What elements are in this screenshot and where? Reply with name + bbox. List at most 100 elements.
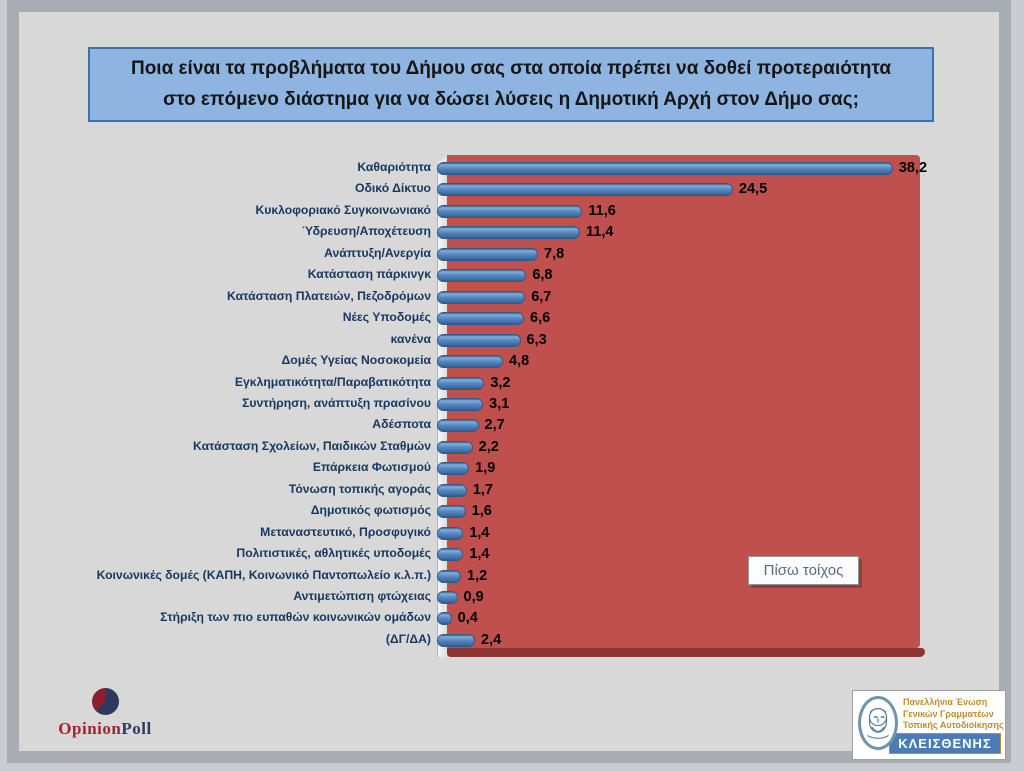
category-label: Ύδρευση/Αποχέτευση — [301, 224, 431, 239]
value-label: 1,4 — [469, 524, 490, 541]
category-label: Αντιμετώπιση φτώχειας — [293, 589, 431, 603]
kleisthenis-association-lines: Πανελλήνια Ένωση Γενικών Γραμματέων Τοπι… — [903, 697, 1004, 732]
category-label: Καθαριότητα — [357, 160, 431, 174]
bar[interactable] — [437, 612, 452, 626]
bar-row: Κατάσταση πάρκινγκ 6,8 — [19, 265, 999, 286]
bar[interactable] — [437, 226, 581, 240]
category-label: Συντήρηση, ανάπτυξη πρασίνου — [242, 395, 431, 410]
bar[interactable] — [437, 591, 458, 604]
opinionpoll-wordmark: OpinionPoll — [49, 719, 161, 739]
bar-row: Κοινωνικές δομές (ΚΑΠΗ, Κοινωνικό Παντοπ… — [19, 566, 999, 587]
bar-rows: Καθαριότητα 38,2 Οδικό Δίκτυο 24,5 Κυκλο… — [19, 158, 999, 653]
poll-word: Poll — [121, 719, 152, 738]
bar[interactable] — [437, 355, 504, 369]
bar-row: Μεταναστευτικό, Προσφυγικό 1,4 — [19, 523, 999, 544]
bar-row: Καθαριότητα 38,2 — [19, 158, 999, 179]
bar-row: Επάρκεια Φωτισμού 1,9 — [19, 458, 999, 479]
value-label: 38,2 — [898, 160, 928, 176]
category-label: κανένα — [390, 331, 431, 346]
category-label: Κατάσταση Σχολείων, Παιδικών Σταθμών — [193, 438, 431, 453]
bar-row: Κατάσταση Πλατειών, Πεζοδρόμων 6,7 — [19, 287, 999, 308]
bar-row: Πολιτιστικές, αθλητικές υποδομές 1,4 — [19, 544, 999, 565]
category-label: Αδέσποτα — [372, 417, 431, 432]
value-label: 6,6 — [530, 310, 551, 327]
bar[interactable] — [437, 290, 526, 304]
category-label: Δομές Υγείας Νοσοκομεία — [281, 353, 431, 368]
category-label: Τόνωση τοπικής αγοράς — [288, 481, 431, 496]
category-label: Δημοτικός φωτισμός — [310, 503, 431, 518]
bar[interactable] — [437, 312, 525, 326]
kleisthenis-logo: Πανελλήνια Ένωση Γενικών Γραμματέων Τοπι… — [852, 690, 1006, 760]
back-wall-tooltip-label: Πίσω τοίχος — [763, 562, 844, 579]
plot-floor — [447, 648, 925, 657]
bar[interactable] — [437, 376, 485, 390]
bar[interactable] — [437, 633, 475, 647]
value-label: 6,3 — [526, 331, 547, 348]
category-label: Πολιτιστικές, αθλητικές υποδομές — [236, 546, 431, 561]
bar-row: Συντήρηση, ανάπτυξη πρασίνου 3,1 — [19, 394, 999, 415]
bar[interactable] — [437, 419, 479, 433]
opinion-word: Opinion — [58, 719, 122, 738]
bar[interactable] — [437, 526, 464, 540]
bar[interactable] — [437, 483, 467, 497]
chart-title-text: Ποια είναι τα προβλήματα του Δήμου σας σ… — [130, 58, 892, 110]
kleisthenis-line-3: Τοπικής Αυτοδιοίκησης — [903, 720, 1004, 731]
bar[interactable] — [437, 247, 539, 261]
back-wall-tooltip: Πίσω τοίχος — [748, 556, 859, 585]
category-label: Μεταναστευτικό, Προσφυγικό — [260, 524, 431, 539]
value-label: 1,6 — [471, 503, 492, 520]
kleisthenis-banner: ΚΛΕΙΣΘΕΝΗΣ — [889, 733, 1001, 754]
bar[interactable] — [437, 204, 583, 218]
value-label: 1,2 — [467, 567, 488, 584]
opinionpoll-logo: OpinionPoll — [49, 688, 161, 739]
bar-row: Αδέσποτα 2,7 — [19, 415, 999, 436]
bar-row: Εγκληματικότητα/Παραβατικότητα 3,2 — [19, 373, 999, 394]
value-label: 7,8 — [544, 245, 565, 262]
bar[interactable] — [437, 440, 473, 454]
bar[interactable] — [437, 505, 466, 519]
bar[interactable] — [437, 162, 893, 175]
bar[interactable] — [437, 462, 470, 476]
bar-row: Τόνωση τοπικής αγοράς 1,7 — [19, 480, 999, 501]
bar-row: Δομές Υγείας Νοσοκομεία 4,8 — [19, 351, 999, 372]
value-label: 24,5 — [738, 181, 768, 198]
kleisthenis-line-2: Γενικών Γραμματέων — [903, 708, 994, 719]
value-label: 0,9 — [463, 589, 484, 605]
kleisthenes-portrait-icon — [858, 696, 898, 750]
value-label: 11,6 — [588, 202, 616, 219]
category-label: Επάρκεια Φωτισμού — [312, 460, 431, 475]
bar[interactable] — [437, 333, 521, 347]
category-label: Κατάσταση Πλατειών, Πεζοδρόμων — [227, 288, 431, 303]
value-label: 2,7 — [484, 417, 505, 434]
bar-row: Κυκλοφοριακό Συγκοινωνιακό 11,6 — [19, 201, 999, 222]
category-label: Οδικό Δίκτυο — [355, 181, 431, 196]
pie-chart-icon — [91, 688, 119, 715]
chart-title: Ποια είναι τα προβλήματα του Δήμου σας σ… — [88, 47, 934, 122]
bar-row: κανένα 6,3 — [19, 330, 999, 351]
bar-row: Κατάσταση Σχολείων, Παιδικών Σταθμών 2,2 — [19, 437, 999, 458]
bar-row: Ύδρευση/Αποχέτευση 11,4 — [19, 222, 999, 243]
value-label: 1,7 — [472, 481, 493, 498]
value-label: 2,4 — [481, 631, 502, 648]
bar-row: Στήριξη των πιο ευπαθών κοινωνικών ομάδω… — [19, 608, 999, 629]
value-label: 6,7 — [531, 288, 552, 305]
bar[interactable] — [437, 397, 484, 411]
category-label: Νέες Υποδομές — [342, 310, 431, 325]
bar-row: Οδικό Δίκτυο 24,5 — [19, 179, 999, 200]
category-label: Ανάπτυξη/Ανεργία — [324, 245, 431, 260]
value-label: 2,2 — [478, 438, 499, 455]
value-label: 1,4 — [469, 546, 490, 563]
bar-row: Ανάπτυξη/Ανεργία 7,8 — [19, 244, 999, 265]
bar[interactable] — [437, 569, 461, 583]
value-label: 11,4 — [586, 224, 614, 241]
category-label: Εγκληματικότητα/Παραβατικότητα — [234, 374, 431, 389]
bar-row: (ΔΓ/ΔΑ) 2,4 — [19, 630, 999, 651]
value-label: 4,8 — [509, 353, 530, 370]
category-label: Κατάσταση πάρκινγκ — [307, 267, 431, 282]
category-label: Κοινωνικές δομές (ΚΑΠΗ, Κοινωνικό Παντοπ… — [96, 567, 431, 582]
bar[interactable] — [437, 548, 464, 562]
value-label: 6,8 — [532, 267, 553, 284]
value-label: 1,9 — [475, 460, 496, 477]
bar[interactable] — [437, 269, 527, 283]
bar[interactable] — [437, 183, 733, 197]
